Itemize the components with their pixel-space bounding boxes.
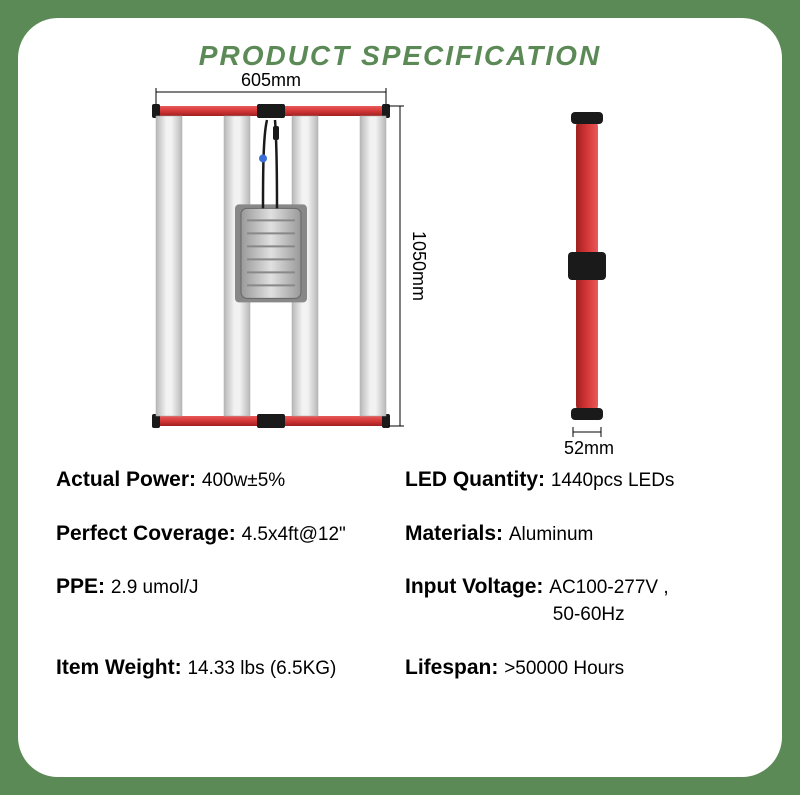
spec-value: Aluminum xyxy=(509,524,593,545)
spec-row: PPE: 2.9 umol/J xyxy=(56,573,395,627)
spec-value: 1440pcs LEDs xyxy=(551,470,675,491)
spec-value: >50000 Hours xyxy=(504,658,624,679)
spec-label: Perfect Coverage: xyxy=(56,522,242,545)
spec-row: Perfect Coverage: 4.5x4ft@12" xyxy=(56,520,395,548)
spec-label: Materials: xyxy=(405,522,509,545)
dimension-height-label: 1050mm xyxy=(408,231,429,301)
spec-label: Input Voltage: xyxy=(405,575,549,598)
spec-value: 2.9 umol/J xyxy=(111,577,199,598)
spec-row: LED Quantity: 1440pcs LEDs xyxy=(405,466,744,494)
spec-row: Actual Power: 400w±5% xyxy=(56,466,395,494)
spec-card: PRODUCT SPECIFICATION 605mm 1050mm 52mm … xyxy=(18,18,782,777)
page-title: PRODUCT SPECIFICATION xyxy=(56,40,744,72)
spec-row: Materials: Aluminum xyxy=(405,520,744,548)
spec-value: 4.5x4ft@12" xyxy=(242,524,346,545)
spec-row: Input Voltage: AC100-277V , 50-60Hz xyxy=(405,573,744,627)
spec-row: Lifespan: >50000 Hours xyxy=(405,654,744,682)
spec-row: Item Weight: 14.33 lbs (6.5KG) xyxy=(56,654,395,682)
diagram-area: 605mm 1050mm 52mm xyxy=(56,76,744,446)
specs-grid: Actual Power: 400w±5% LED Quantity: 1440p… xyxy=(56,466,744,681)
spec-label: Actual Power: xyxy=(56,468,202,491)
spec-label: PPE: xyxy=(56,575,111,598)
spec-label: LED Quantity: xyxy=(405,468,551,491)
spec-value: 14.33 lbs (6.5KG) xyxy=(187,658,336,679)
dimension-depth-label: 52mm xyxy=(564,438,614,459)
spec-value: 400w±5% xyxy=(202,470,285,491)
spec-label: Lifespan: xyxy=(405,656,504,679)
dimension-width-label: 605mm xyxy=(241,70,301,91)
product-diagram xyxy=(56,76,756,446)
spec-label: Item Weight: xyxy=(56,656,187,679)
